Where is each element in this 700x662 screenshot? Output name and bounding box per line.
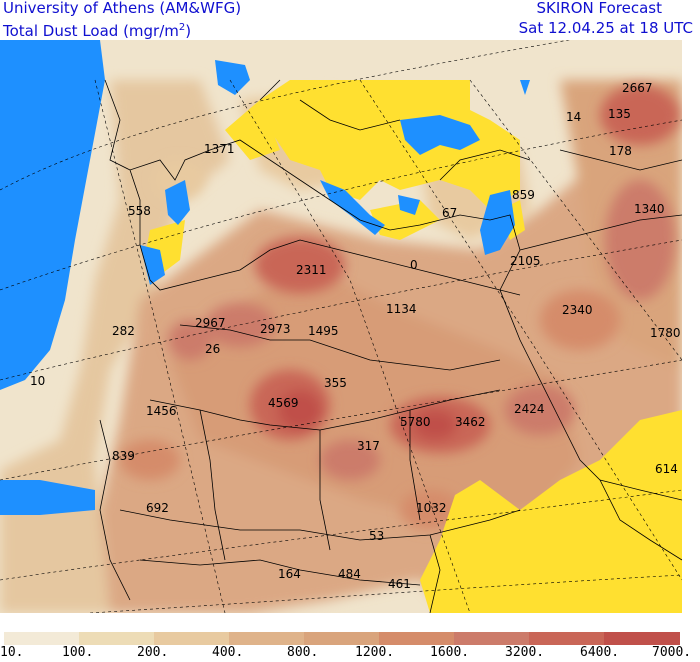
map-value-label: 1134 — [386, 302, 417, 316]
field-exponent: 2 — [178, 22, 186, 33]
map-value-label: 53 — [369, 529, 384, 543]
legend-swatch — [154, 632, 229, 645]
map-value-label: 859 — [512, 188, 535, 202]
dust-load-map: 2667 135 14 178 1340 1371 558 859 67 0 2… — [0, 40, 682, 613]
map-value-label: 178 — [609, 144, 632, 158]
forecast-product-title: SKIRON Forecast — [536, 0, 662, 17]
legend-swatch — [454, 632, 529, 645]
map-value-label: 14 — [566, 110, 581, 124]
legend-label: 10. — [0, 645, 24, 660]
value-labels: 2667 135 14 178 1340 1371 558 859 67 0 2… — [30, 81, 681, 591]
map-value-label: 4569 — [268, 396, 299, 410]
legend-label: 3200. — [505, 645, 545, 660]
legend-label: 100. — [62, 645, 94, 660]
legend-label: 1200. — [355, 645, 395, 660]
legend-label: 7000. — [652, 645, 692, 660]
map-value-label: 67 — [442, 206, 457, 220]
field-close: ) — [185, 22, 192, 40]
legend-swatch — [229, 632, 304, 645]
map-value-label: 135 — [608, 107, 631, 121]
map-value-label: 1456 — [146, 404, 177, 418]
no-dust-areas — [145, 80, 682, 613]
map-value-label: 2311 — [296, 263, 327, 277]
legend-label: 6400. — [580, 645, 620, 660]
map-value-label: 10 — [30, 374, 45, 388]
map-value-label: 282 — [112, 324, 135, 338]
map-value-label: 0 — [410, 258, 418, 272]
map-value-label: 1780 — [650, 326, 681, 340]
map-value-label: 1340 — [634, 202, 665, 216]
forecast-valid-time: Sat 12.04.25 at 18 UTC — [518, 19, 693, 37]
color-legend-bar — [4, 632, 680, 645]
map-value-label: 614 — [655, 462, 678, 476]
map-value-label: 317 — [357, 439, 380, 453]
map-value-label: 355 — [324, 376, 347, 390]
map-value-label: 2340 — [562, 303, 593, 317]
legend-label: 1600. — [430, 645, 470, 660]
dust-hotspots — [120, 85, 680, 530]
map-title-institution: University of Athens (AM&WFG) — [3, 0, 242, 17]
map-value-label: 3462 — [455, 415, 486, 429]
legend-swatch — [379, 632, 454, 645]
legend-swatch — [304, 632, 379, 645]
map-value-label: 839 — [112, 449, 135, 463]
map-value-label: 5780 — [400, 415, 431, 429]
legend-label: 400. — [212, 645, 244, 660]
field-name: Total Dust Load (mgr/m — [3, 22, 179, 40]
map-value-label: 692 — [146, 501, 169, 515]
legend-label: 200. — [137, 645, 169, 660]
legend-swatch — [79, 632, 154, 645]
map-value-label: 1495 — [308, 324, 339, 338]
map-value-label: 2967 — [195, 316, 226, 330]
map-value-label: 2105 — [510, 254, 541, 268]
map-value-label: 1032 — [416, 501, 447, 515]
map-value-label: 2424 — [514, 402, 545, 416]
map-value-label: 2973 — [260, 322, 291, 336]
map-value-label: 26 — [205, 342, 220, 356]
legend-swatch — [604, 632, 680, 645]
graticule — [0, 40, 682, 613]
legend-swatch — [529, 632, 604, 645]
map-value-label: 164 — [278, 567, 301, 581]
map-value-label: 558 — [128, 204, 151, 218]
map-value-label: 2667 — [622, 81, 653, 95]
map-value-label: 1371 — [204, 142, 235, 156]
map-title-field: Total Dust Load (mgr/m2) — [3, 19, 191, 40]
coastlines-borders — [99, 79, 682, 613]
legend-swatch — [4, 632, 79, 645]
map-value-label: 484 — [338, 567, 361, 581]
map-value-label: 461 — [388, 577, 411, 591]
sea-areas — [0, 40, 530, 515]
legend-label: 800. — [287, 645, 319, 660]
